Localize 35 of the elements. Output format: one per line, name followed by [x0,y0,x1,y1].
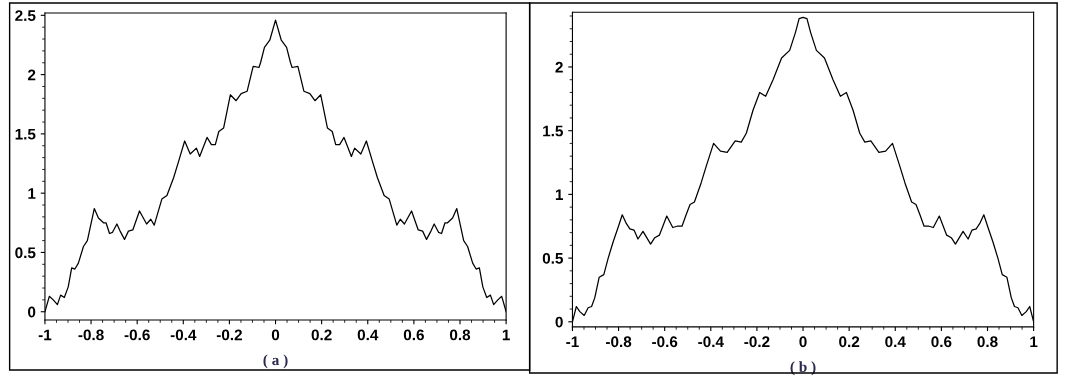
y-tick-label: 0.5 [542,252,563,264]
x-axis-title: ( a ) [263,354,288,369]
x-tick-label: 0.6 [403,329,424,341]
x-tick-label: 1 [1030,336,1038,347]
x-tick-label: 0 [271,329,280,341]
x-tick-label: -1 [38,329,52,341]
x-tick-label: -0.4 [170,329,197,341]
x-tick-label: -0.8 [78,329,104,341]
x-tick-label: 1 [502,329,510,341]
y-tick-label: 2 [27,69,36,81]
x-tick-label: -0.6 [124,329,150,341]
y-tick-label: 0 [28,306,36,318]
x-tick-label: -0.2 [744,336,770,348]
x-tick-label: -0.6 [652,336,678,348]
x-tick-label: 0.4 [885,336,906,348]
y-tick-label: 1 [28,188,36,199]
x-tick-label: 0.2 [311,329,332,341]
x-tick-label: 0.4 [357,329,379,341]
x-tick-label: -1 [566,336,579,347]
x-tick-label: 0 [799,336,807,348]
x-tick-label: 0.8 [449,329,471,341]
y-tick-label: 1.5 [15,128,36,140]
y-tick-label: 2 [555,61,563,73]
x-tick-label: -0.4 [698,336,724,348]
y-tick-label: 0.5 [15,247,36,259]
x-tick-label: 0.8 [977,336,998,348]
y-tick-label: 1 [555,189,563,200]
y-tick-label: 0 [555,316,563,328]
y-tick-label: 2.5 [15,10,36,22]
x-axis-title: ( b ) [790,361,816,376]
x-tick-label: -0.2 [216,329,242,341]
y-tick-label: 1.5 [543,125,563,137]
x-tick-label: -0.8 [606,336,632,348]
x-tick-label: 0.2 [839,336,860,348]
x-tick-label: 0.6 [931,336,952,348]
